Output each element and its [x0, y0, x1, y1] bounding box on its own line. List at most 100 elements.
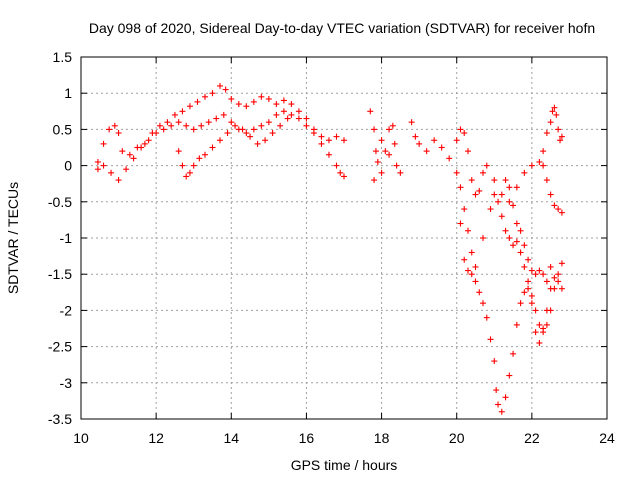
y-tick-label: -2: [60, 302, 73, 318]
data-point: [517, 227, 524, 234]
data-point: [506, 372, 513, 379]
data-point: [555, 126, 562, 133]
data-point: [547, 263, 554, 270]
data-point: [341, 137, 347, 144]
data-point: [378, 169, 385, 176]
y-tick-label: -3: [60, 375, 73, 391]
data-point: [179, 108, 186, 115]
data-point: [551, 202, 558, 209]
data-point: [209, 144, 216, 151]
data-point: [521, 169, 528, 176]
data-point: [284, 115, 291, 122]
data-point: [472, 263, 479, 270]
x-tick-label: 10: [73, 430, 89, 446]
data-point: [510, 242, 517, 249]
data-point: [521, 242, 528, 249]
chart-title: Day 098 of 2020, Sidereal Day-to-day VTE…: [89, 20, 595, 36]
y-tick-label: -3.5: [48, 411, 72, 427]
data-point: [549, 108, 556, 115]
data-point: [446, 155, 453, 162]
data-point: [493, 387, 500, 394]
data-point: [374, 158, 381, 165]
data-point: [337, 169, 344, 176]
data-point: [558, 209, 565, 216]
data-point: [367, 108, 374, 115]
data-point: [536, 158, 543, 165]
data-point: [543, 321, 550, 328]
data-point: [408, 119, 415, 126]
data-point: [464, 227, 471, 234]
x-tick-label: 18: [374, 430, 390, 446]
data-point: [295, 108, 302, 115]
data-point: [532, 329, 539, 336]
data-point: [389, 122, 396, 129]
data-point: [372, 148, 379, 155]
data-point: [532, 307, 539, 314]
data-point: [525, 285, 532, 292]
data-point: [333, 133, 340, 140]
data-point: [171, 111, 178, 118]
data-point: [228, 95, 235, 102]
data-point: [100, 162, 107, 169]
x-tick-label: 22: [524, 430, 540, 446]
data-point: [495, 198, 502, 205]
data-point: [269, 130, 276, 137]
data-point: [472, 191, 479, 198]
data-point: [498, 213, 505, 220]
data-point: [235, 101, 242, 108]
data-point: [318, 133, 325, 140]
data-point: [325, 151, 332, 158]
grid-lines: [81, 57, 607, 419]
data-point: [190, 162, 197, 169]
data-point: [115, 130, 122, 137]
data-point: [123, 166, 130, 173]
data-point: [186, 169, 193, 176]
data-point: [397, 169, 404, 176]
data-point: [528, 267, 535, 274]
data-point: [288, 101, 295, 108]
y-tick-label: -0.5: [48, 194, 72, 210]
data-point: [288, 111, 295, 118]
data-point: [547, 119, 554, 126]
data-point: [115, 177, 122, 184]
data-point: [468, 249, 475, 256]
data-point: [295, 115, 302, 122]
y-tick-label: -1: [60, 230, 73, 246]
data-point: [183, 122, 190, 129]
data-point: [543, 177, 550, 184]
data-point: [431, 137, 438, 144]
data-point: [491, 191, 498, 198]
data-point: [464, 148, 471, 155]
data-point: [277, 122, 284, 129]
data-point: [153, 130, 160, 137]
data-point: [201, 151, 208, 158]
data-point: [138, 144, 145, 151]
data-point: [217, 137, 224, 144]
x-axis-label: GPS time / hours: [291, 457, 398, 473]
data-point: [528, 292, 535, 299]
data-point: [438, 144, 445, 151]
data-point: [558, 133, 565, 140]
axis-ticks: [80, 56, 608, 420]
data-point: [254, 140, 261, 147]
data-point: [325, 137, 332, 144]
data-point: [525, 256, 532, 263]
data-point: [183, 173, 190, 180]
data-point: [457, 220, 464, 227]
data-point: [540, 162, 547, 169]
data-point: [551, 274, 558, 281]
data-point: [480, 235, 487, 241]
data-point: [457, 184, 464, 191]
data-point: [543, 278, 550, 285]
data-point: [528, 162, 535, 169]
data-point: [543, 130, 550, 137]
data-point: [243, 103, 250, 110]
data-point: [521, 263, 528, 270]
data-point: [164, 119, 171, 126]
data-point: [258, 93, 265, 100]
data-point: [341, 173, 347, 180]
data-point: [108, 169, 115, 176]
data-point: [100, 140, 107, 147]
data-point: [453, 137, 460, 144]
